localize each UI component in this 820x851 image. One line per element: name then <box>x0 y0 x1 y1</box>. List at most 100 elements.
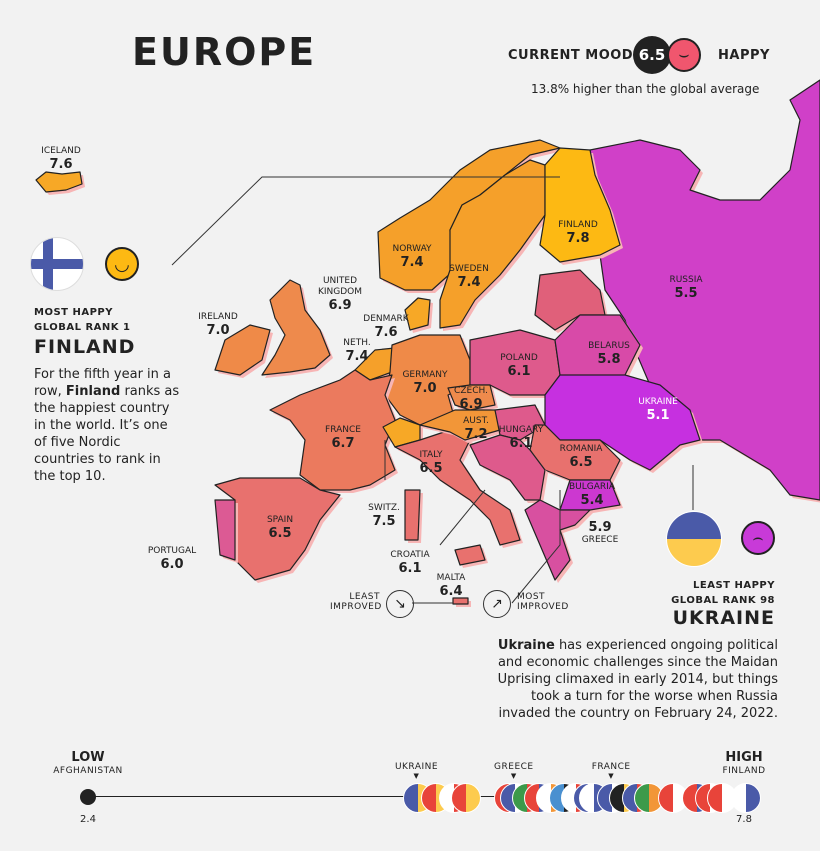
least-happy-country: UKRAINE <box>672 607 775 629</box>
country-score: 6.5 <box>419 461 443 476</box>
country-denmark <box>404 297 431 331</box>
country-name: ROMANIA <box>559 444 603 454</box>
country-sweden <box>439 159 546 329</box>
country-name: RUSSIA <box>669 275 703 285</box>
country-ireland <box>214 324 271 376</box>
label-romania: ROMANIA 6.5 <box>560 444 603 470</box>
country-greece <box>524 499 591 581</box>
country-name: DENMARK <box>363 314 409 324</box>
triangle-down-icon: ▼ <box>510 772 517 780</box>
label-ireland: IRELAND 7.0 <box>198 312 238 338</box>
country-croatia <box>469 434 546 501</box>
current-mood-label: CURRENT MOOD <box>508 48 634 63</box>
country-name: UNITED KINGDOM <box>317 276 363 297</box>
current-mood-status: HAPPY <box>718 48 770 63</box>
country-name: BULGARIA <box>569 482 615 492</box>
most-happy-rank: GLOBAL RANK 1 <box>34 322 131 333</box>
leader-line <box>439 489 486 546</box>
label-czech: CZECH. 6.9 <box>454 386 488 412</box>
scale-marker: UKRAINE ▼ <box>395 762 438 780</box>
country-score: 6.0 <box>160 557 184 572</box>
country-score: 6.7 <box>331 436 355 451</box>
country-iceland <box>35 171 83 193</box>
label-malta: MALTA 6.4 <box>437 573 466 599</box>
country-name: GERMANY <box>402 370 448 380</box>
country-score: 7.8 <box>566 231 590 246</box>
flag-icon <box>731 783 761 813</box>
country-name: GREECE <box>581 535 619 545</box>
label-poland: POLAND 6.1 <box>500 353 538 379</box>
label-switz: SWITZ. 7.5 <box>368 503 400 529</box>
triangle-down-icon: ▼ <box>608 772 615 780</box>
label-iceland: ICELAND 7.6 <box>41 146 81 172</box>
country-name: CROATIA <box>390 550 430 560</box>
triangle-down-icon: ▼ <box>413 772 420 780</box>
country-score: 7.6 <box>374 325 398 340</box>
country-score: 5.4 <box>580 493 604 508</box>
scale-marker: GREECE ▼ <box>494 762 534 780</box>
country-score: 5.9 <box>588 520 612 535</box>
trend-up-icon: ↗ <box>483 590 511 618</box>
country-name: SPAIN <box>266 515 294 525</box>
page-title: EUROPE <box>132 30 317 74</box>
scale-marker: FRANCE ▼ <box>592 762 631 780</box>
country-name: NETH. <box>343 338 371 348</box>
country-switz <box>382 417 421 448</box>
country-score: 7.5 <box>372 514 396 529</box>
country-score: 5.1 <box>646 408 670 423</box>
country-name: BELARUS <box>588 341 630 351</box>
country-portugal <box>214 499 236 561</box>
country-name: CZECH. <box>454 386 488 396</box>
country-name: ITALY <box>419 450 443 460</box>
scale-low-value: 2.4 <box>80 814 96 825</box>
country-name: POLAND <box>500 353 538 363</box>
most-happy-caption: MOST HAPPY <box>34 307 113 318</box>
label-france: FRANCE 6.7 <box>325 425 361 451</box>
label-austria: AUST. 7.2 <box>463 416 489 442</box>
label-hungary: HUNGARY 6.1 <box>499 425 543 451</box>
flag-icon <box>451 783 482 813</box>
country-uk <box>261 279 331 376</box>
country-score: 7.0 <box>206 323 230 338</box>
scale-high-value: 7.8 <box>736 814 752 825</box>
trend-down-icon: ↘ <box>386 590 414 618</box>
country-score: 6.4 <box>439 584 463 599</box>
country-bulgaria <box>559 479 621 511</box>
label-ukraine: UKRAINE 5.1 <box>638 397 678 423</box>
country-name: SWEDEN <box>449 264 489 274</box>
country-name: FRANCE <box>325 425 361 435</box>
country-name: IRELAND <box>198 312 238 322</box>
country-name: NORWAY <box>392 244 432 254</box>
laughing-face-icon: ◡ <box>105 247 139 281</box>
label-bulgaria: BULGARIA 5.4 <box>569 482 615 508</box>
country-name: ICELAND <box>41 146 81 156</box>
least-happy-caption: LEAST HAPPY <box>693 580 775 591</box>
country-score: 6.5 <box>268 526 292 541</box>
country-sardinia <box>404 489 421 541</box>
country-score: 7.6 <box>49 157 73 172</box>
country-score: 6.9 <box>459 397 483 412</box>
country-russia <box>589 79 820 501</box>
country-name: PORTUGAL <box>147 546 197 556</box>
label-norway: NORWAY 7.4 <box>392 244 431 270</box>
country-name: FINLAND <box>558 220 598 230</box>
current-mood-score: 6.5 <box>633 36 671 74</box>
country-score: 5.8 <box>597 352 621 367</box>
least-happy-description: Ukraine has experienced ongoing politica… <box>497 638 778 721</box>
most-improved-label: MOST IMPROVED <box>517 592 569 612</box>
country-score: 7.4 <box>400 255 424 270</box>
finland-flag-icon <box>30 237 84 291</box>
label-portugal: PORTUGAL 6.0 <box>148 546 196 572</box>
country-score: 7.2 <box>464 427 488 442</box>
label-finland: FINLAND 7.8 <box>558 220 598 246</box>
country-sicily <box>454 544 486 566</box>
country-hungary <box>494 404 546 441</box>
most-happy-description: For the fifth year in a row, Finland ran… <box>34 367 180 484</box>
mood-note: 13.8% higher than the global average <box>531 82 760 96</box>
label-denmark: DENMARK 7.6 <box>363 314 408 340</box>
scale-high-label: HIGH <box>725 750 763 765</box>
least-improved-label: LEAST IMPROVED <box>330 592 382 612</box>
leader-line <box>511 490 561 604</box>
scale-low-country: AFGHANISTAN <box>53 766 123 776</box>
label-italy: ITALY 6.5 <box>419 450 442 476</box>
